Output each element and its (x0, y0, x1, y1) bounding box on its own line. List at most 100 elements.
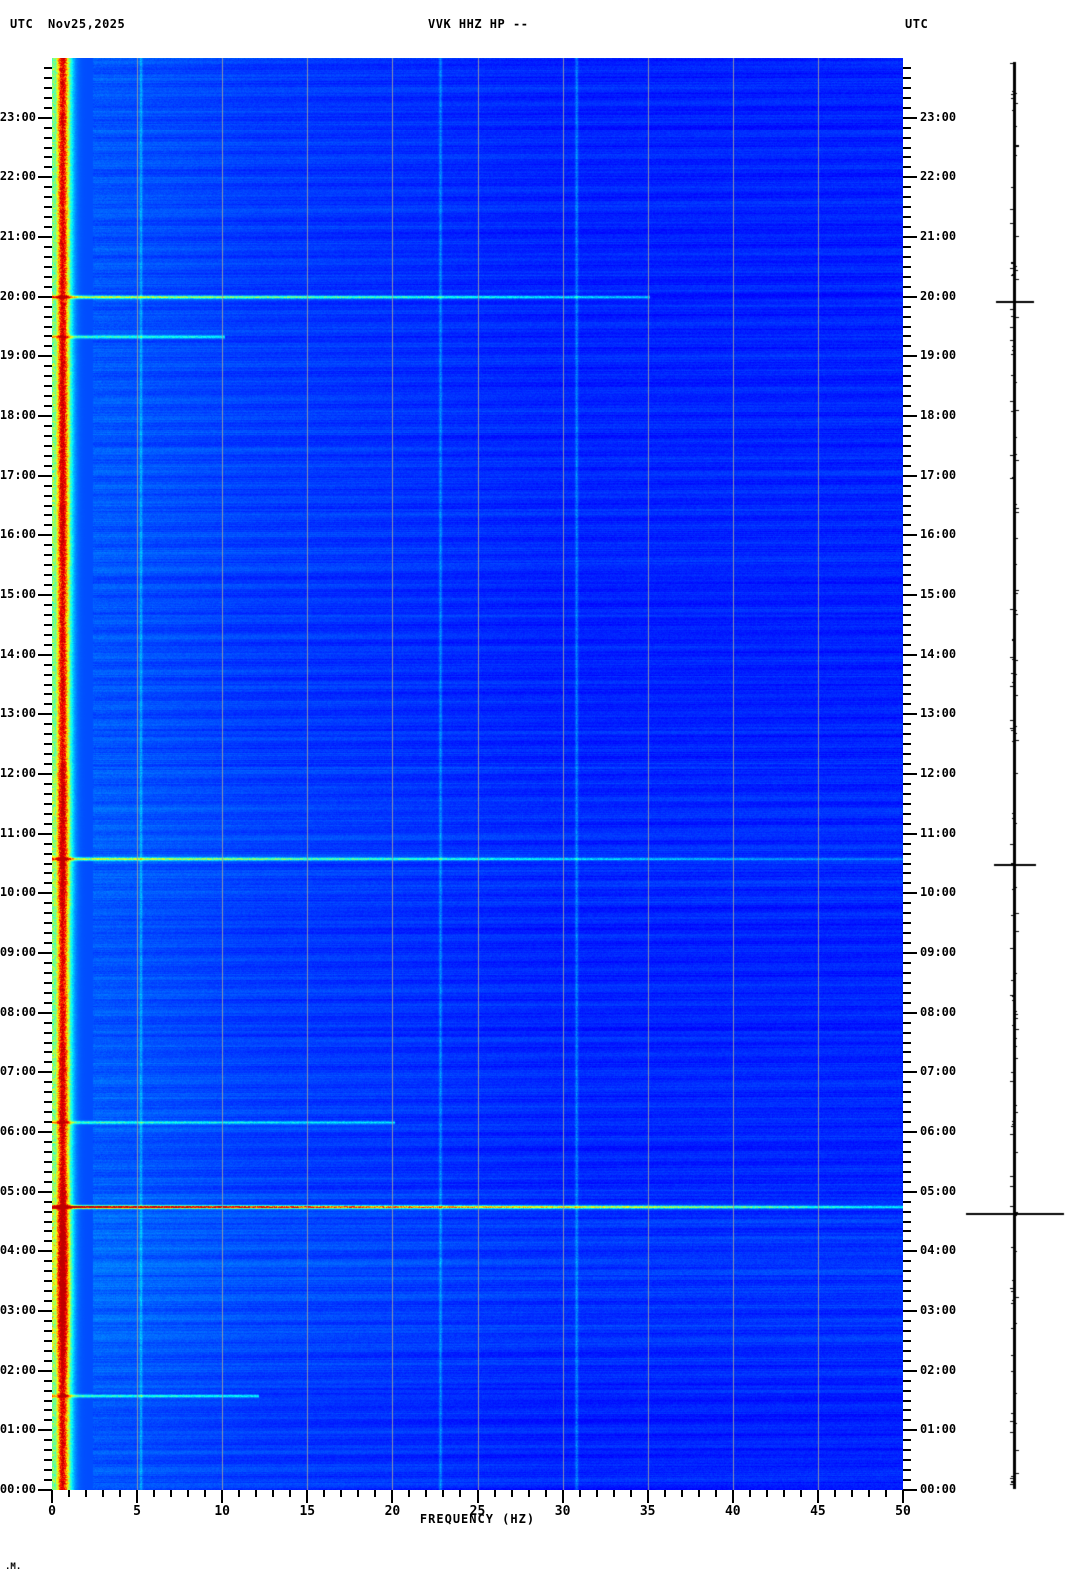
time-tick-minor (44, 1469, 52, 1472)
corner-mark: .M. (5, 1562, 22, 1572)
time-tick-minor (44, 146, 52, 149)
time-tick-minor (903, 1170, 911, 1173)
time-tick-major (38, 1011, 52, 1014)
time-tick-minor (44, 852, 52, 855)
time-tick-minor (903, 395, 911, 398)
time-tick-minor (903, 405, 911, 408)
time-tick-minor (44, 484, 52, 487)
time-tick-label: 07:00 (0, 1064, 36, 1079)
time-tick-minor (903, 1319, 911, 1322)
time-tick-minor (44, 166, 52, 169)
time-tick-major (38, 594, 52, 596)
time-tick-minor (903, 484, 911, 487)
time-tick-minor (903, 623, 911, 626)
spectrogram-plot[interactable] (52, 58, 903, 1490)
time-tick-label: 22:00 (0, 169, 36, 184)
freq-tick-minor (272, 1490, 275, 1497)
time-tick-minor (44, 196, 52, 199)
time-tick-major (903, 415, 917, 417)
time-tick-minor (903, 305, 911, 308)
time-tick-minor (903, 1081, 911, 1084)
time-tick-minor (903, 206, 911, 209)
time-tick-minor (903, 1449, 911, 1452)
time-tick-minor (44, 1220, 52, 1223)
freq-tick-label: 45 (810, 1504, 826, 1519)
time-tick-minor (903, 1290, 911, 1293)
time-tick-minor (903, 1140, 911, 1143)
time-tick-major (38, 713, 52, 716)
time-tick-label: 05:00 (920, 1183, 957, 1198)
time-tick-minor (903, 315, 911, 318)
time-tick-minor (44, 1101, 52, 1104)
time-tick-minor (44, 285, 52, 288)
time-tick-minor (903, 1260, 911, 1263)
freq-tick-minor (714, 1490, 717, 1497)
time-tick-major (903, 116, 917, 119)
time-tick-minor (903, 942, 911, 945)
time-tick-minor (44, 1280, 52, 1283)
time-tick-minor (903, 991, 911, 994)
time-tick-minor (44, 395, 52, 398)
time-tick-minor (44, 1051, 52, 1054)
time-tick-minor (44, 623, 52, 626)
freq-tick-major (902, 1490, 904, 1503)
time-tick-minor (903, 1280, 911, 1283)
time-tick-label: 19:00 (0, 348, 36, 363)
freq-tick-minor (170, 1490, 173, 1497)
freq-tick-minor (238, 1490, 241, 1497)
time-tick-minor (903, 1469, 911, 1472)
time-tick-minor (44, 1359, 52, 1362)
time-tick-minor (903, 882, 911, 885)
time-tick-minor (903, 633, 911, 636)
time-tick-minor (44, 792, 52, 795)
time-tick-minor (903, 454, 911, 457)
time-tick-minor (44, 554, 52, 557)
time-tick-minor (903, 554, 911, 557)
time-tick-label: 20:00 (920, 288, 957, 303)
time-tick-major (903, 474, 917, 477)
freq-tick-minor (782, 1490, 785, 1497)
time-tick-label: 15:00 (0, 587, 36, 601)
time-tick-major (903, 236, 917, 238)
time-tick-minor (903, 763, 911, 766)
time-tick-minor (903, 743, 911, 746)
seismogram-trace[interactable] (962, 58, 1066, 1493)
time-tick-minor (903, 1409, 911, 1412)
time-tick-label: 01:00 (920, 1422, 957, 1437)
time-tick-minor (44, 76, 52, 79)
time-tick-minor (903, 1210, 911, 1213)
time-tick-minor (903, 514, 911, 517)
time-tick-minor (903, 1121, 911, 1124)
time-tick-minor (44, 882, 52, 885)
frequency-axis: 0 5 10 15 20 25 30 35 40 45 50 (48, 1490, 911, 1550)
time-tick-minor (44, 1319, 52, 1322)
time-tick-label: 01:00 (0, 1422, 36, 1437)
time-tick-minor (44, 1031, 52, 1034)
freq-tick-label: 25 (469, 1504, 486, 1519)
time-tick-minor (903, 325, 911, 328)
time-tick-minor (903, 723, 911, 726)
spectrogram-canvas (52, 58, 903, 1490)
freq-tick-major (136, 1490, 139, 1503)
time-tick-minor (44, 1021, 52, 1024)
time-tick-minor (44, 932, 52, 935)
time-tick-minor (44, 723, 52, 726)
time-tick-minor (903, 1329, 911, 1332)
time-tick-minor (903, 226, 911, 229)
time-tick-minor (44, 1140, 52, 1143)
time-tick-minor (903, 1240, 911, 1243)
time-tick-label: 08:00 (0, 1004, 36, 1019)
freq-tick-label: 35 (639, 1504, 656, 1519)
time-tick-minor (903, 444, 911, 447)
time-tick-minor (903, 1180, 911, 1183)
time-tick-minor (44, 206, 52, 209)
time-tick-minor (903, 683, 911, 686)
freq-tick-minor (204, 1490, 207, 1497)
time-tick-minor (44, 1419, 52, 1422)
freq-tick-minor (748, 1490, 751, 1497)
time-tick-major (903, 1190, 917, 1193)
time-tick-minor (44, 186, 52, 189)
freq-tick-minor (425, 1490, 428, 1497)
freq-tick-major (391, 1490, 394, 1503)
time-tick-minor (44, 385, 52, 388)
